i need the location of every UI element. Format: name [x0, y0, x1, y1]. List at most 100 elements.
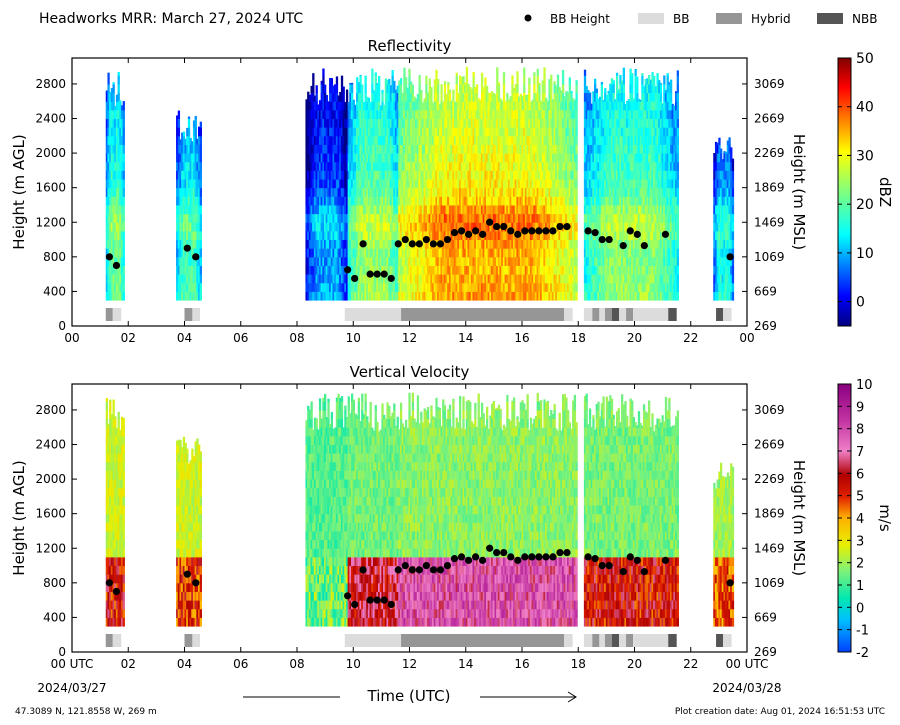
heatmap-cell — [107, 161, 110, 171]
heatmap-cell — [394, 282, 398, 292]
heatmap-cell — [572, 161, 575, 171]
heatmap-cell — [452, 101, 455, 111]
heatmap-cell — [465, 291, 469, 301]
heatmap-cell — [418, 118, 421, 128]
heatmap-cell — [342, 248, 345, 258]
heatmap-cell — [453, 282, 457, 292]
heatmap-cell — [324, 204, 327, 215]
heatmap-cell — [491, 265, 494, 275]
heatmap-cell — [318, 135, 322, 145]
heatmap-cell — [383, 170, 386, 180]
heatmap-cell — [310, 291, 313, 301]
heatmap-cell — [184, 170, 187, 180]
heatmap-cell — [378, 118, 381, 128]
heatmap-cell — [592, 187, 595, 197]
heatmap-cell — [492, 101, 496, 111]
heatmap-cell — [372, 230, 376, 241]
heatmap-cell — [330, 109, 334, 120]
heatmap-cell — [518, 101, 521, 111]
heatmap-cell — [117, 204, 120, 215]
heatmap-cell — [176, 187, 179, 197]
heatmap-cell — [357, 92, 361, 102]
heatmap-cell — [572, 153, 575, 163]
heatmap-cell — [572, 170, 575, 180]
heatmap-cell — [479, 274, 482, 284]
heatmap-cell — [521, 95, 524, 102]
heatmap-cell — [600, 144, 604, 154]
heatmap-cell — [457, 187, 460, 197]
heatmap-cell — [453, 204, 457, 215]
heatmap-cell — [374, 230, 377, 241]
heatmap-cell — [354, 230, 357, 241]
heatmap-cell — [464, 222, 467, 232]
heatmap-cell — [484, 239, 487, 249]
heatmap-cell — [556, 144, 560, 154]
heatmap-cell — [356, 144, 359, 154]
heatmap-cell — [344, 196, 347, 206]
heatmap-cell — [572, 98, 575, 102]
heatmap-cell — [529, 153, 533, 163]
heatmap-cell — [406, 204, 409, 215]
heatmap-cell — [428, 109, 431, 120]
heatmap-cell — [499, 144, 502, 154]
heatmap-cell — [107, 135, 110, 145]
heatmap-cell — [425, 222, 428, 232]
heatmap-cell — [352, 239, 355, 249]
heatmap-cell — [332, 248, 335, 258]
heatmap-cell — [450, 170, 453, 180]
heatmap-cell — [533, 101, 536, 111]
heatmap-cell — [583, 144, 587, 154]
heatmap-cell — [464, 161, 467, 171]
heatmap-cell — [437, 135, 440, 145]
heatmap-cell — [393, 282, 396, 292]
heatmap-cell — [480, 256, 484, 266]
heatmap-cell — [405, 153, 408, 163]
heatmap-cell — [518, 248, 521, 258]
heatmap-cell — [187, 248, 191, 258]
heatmap-cell — [546, 100, 550, 102]
heatmap-cell — [585, 86, 588, 94]
heatmap-cell — [393, 213, 396, 223]
heatmap-cell — [114, 213, 117, 223]
heatmap-cell — [558, 187, 561, 197]
heatmap-cell — [492, 179, 496, 189]
heatmap-cell — [359, 248, 362, 258]
heatmap-cell — [421, 135, 425, 145]
heatmap-cell — [396, 85, 399, 94]
heatmap-cell — [585, 291, 588, 301]
heatmap-cell — [492, 196, 496, 206]
heatmap-cell — [339, 213, 342, 223]
heatmap-cell — [107, 72, 110, 76]
heatmap-cell — [477, 179, 480, 189]
heatmap-cell — [524, 170, 528, 180]
heatmap-cell — [312, 213, 315, 223]
heatmap-cell — [572, 196, 575, 206]
heatmap-cell — [548, 230, 551, 241]
heatmap-cell — [186, 170, 189, 180]
heatmap-cell — [383, 153, 386, 163]
heatmap-cell — [187, 135, 191, 145]
heatmap-cell — [570, 144, 573, 154]
heatmap-cell — [393, 256, 396, 266]
heatmap-cell — [324, 84, 327, 94]
heatmap-cell — [595, 187, 598, 197]
heatmap-cell — [445, 118, 448, 128]
heatmap-cell — [518, 96, 521, 102]
heatmap-cell — [523, 153, 526, 163]
heatmap-cell — [318, 204, 322, 215]
heatmap-cell — [518, 187, 521, 197]
heatmap-cell — [489, 127, 492, 137]
heatmap-cell — [440, 248, 443, 258]
heatmap-cell — [592, 239, 595, 249]
heatmap-cell — [325, 109, 328, 120]
heatmap-cell — [492, 239, 496, 249]
heatmap-cell — [457, 153, 460, 163]
heatmap-cell — [110, 274, 114, 284]
heatmap-cell — [199, 282, 202, 292]
heatmap-cell — [305, 161, 308, 171]
heatmap-cell — [531, 187, 534, 197]
heatmap-cell — [474, 265, 477, 275]
heatmap-cell — [408, 83, 411, 94]
heatmap-cell — [107, 101, 110, 111]
heatmap-cell — [585, 109, 588, 120]
